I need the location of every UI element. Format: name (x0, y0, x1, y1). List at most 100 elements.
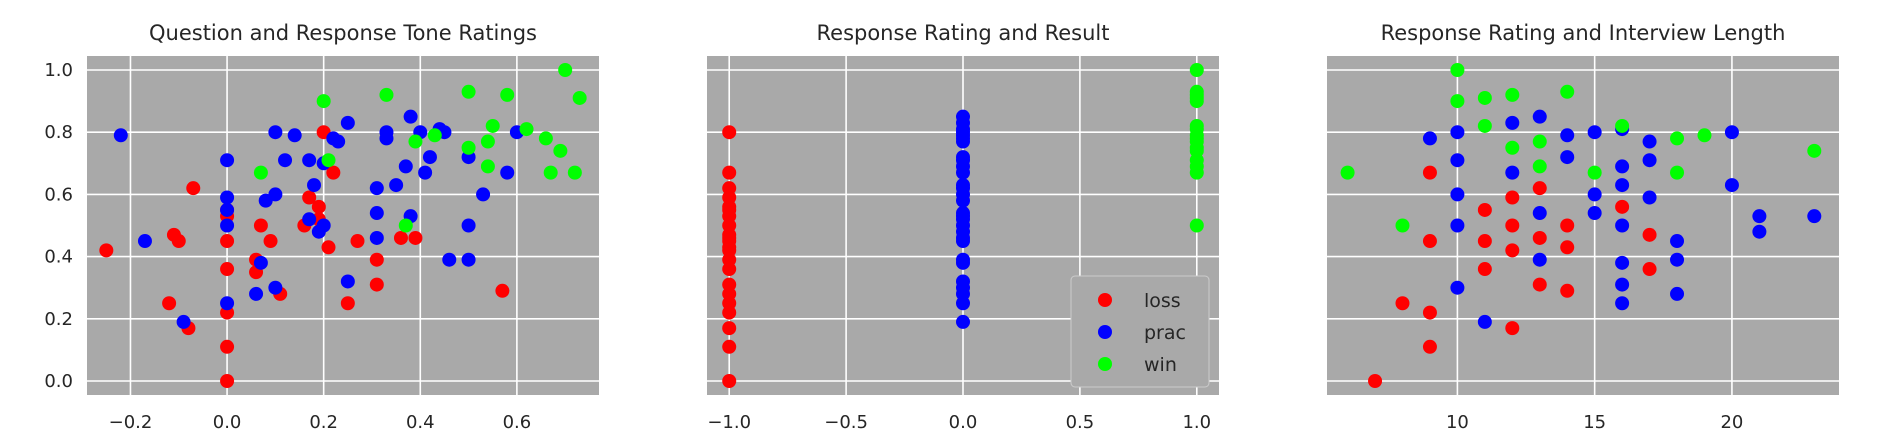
point-loss (302, 190, 317, 205)
point-prac (1615, 159, 1630, 174)
point-win (253, 165, 268, 180)
point-prac (249, 286, 264, 301)
plot-area (1327, 56, 1839, 395)
point-loss (722, 181, 737, 196)
point-loss (393, 230, 408, 245)
point-prac (369, 230, 384, 245)
point-loss (1560, 218, 1575, 233)
point-win (1560, 84, 1575, 99)
point-loss (171, 234, 186, 249)
point-prac (220, 190, 235, 205)
scatter-points (99, 62, 587, 389)
y-tick-label: 0.4 (44, 247, 73, 268)
point-loss (220, 374, 235, 389)
point-loss (495, 283, 510, 298)
point-prac (442, 252, 457, 267)
point-win (427, 128, 442, 143)
point-win (1532, 159, 1547, 174)
point-prac (1615, 218, 1630, 233)
x-tick-label: 1.0 (1182, 412, 1211, 433)
point-prac (1450, 125, 1465, 140)
point-prac (253, 255, 268, 270)
point-win (398, 218, 413, 233)
point-prac (1670, 286, 1685, 301)
point-prac (1587, 125, 1602, 140)
x-tick-label: 0.4 (406, 412, 435, 433)
point-prac (1532, 206, 1547, 221)
point-prac (1477, 314, 1492, 329)
point-prac (956, 109, 970, 124)
point-loss (186, 181, 201, 196)
point-win (1189, 118, 1204, 133)
point-win (1670, 131, 1685, 146)
point-loss (1615, 199, 1630, 214)
point-prac (302, 212, 317, 227)
point-loss (1477, 202, 1492, 217)
point-prac (1642, 190, 1657, 205)
point-prac (268, 280, 283, 295)
point-loss (722, 374, 737, 389)
point-loss (722, 339, 737, 354)
point-prac (1807, 209, 1822, 224)
point-loss (1532, 277, 1547, 292)
point-prac (137, 234, 152, 249)
point-win (1505, 87, 1520, 102)
point-prac (956, 206, 970, 221)
point-prac (1724, 125, 1739, 140)
point-win (1477, 90, 1492, 105)
point-win (485, 118, 500, 133)
point-win (553, 143, 568, 158)
point-loss (722, 165, 737, 180)
point-loss (369, 277, 384, 292)
point-win (1189, 218, 1204, 233)
point-win (572, 90, 587, 105)
point-win (379, 87, 394, 102)
chart-title: Question and Response Tone Ratings (149, 21, 537, 45)
point-win (461, 140, 476, 155)
point-prac (389, 178, 404, 193)
x-tick-label: 0.0 (213, 412, 242, 433)
point-prac (956, 150, 970, 165)
point-loss (1505, 321, 1520, 336)
point-win (316, 94, 331, 109)
point-win (1477, 118, 1492, 133)
point-win (480, 134, 495, 149)
point-win (408, 134, 423, 149)
point-prac (287, 128, 302, 143)
point-loss (1642, 227, 1657, 242)
point-win (1615, 118, 1630, 133)
point-prac (1752, 209, 1767, 224)
gridlines (1327, 56, 1839, 395)
x-tick-label: 0.0 (949, 412, 978, 433)
scatter-points (722, 62, 1204, 389)
legend: loss prac win (1070, 275, 1210, 388)
x-tick-label: 10 (1446, 412, 1469, 433)
point-win (1807, 143, 1822, 158)
legend-label-win: win (1144, 354, 1177, 376)
point-prac (1505, 115, 1520, 130)
point-loss (1505, 190, 1520, 205)
point-win (1450, 94, 1465, 109)
panel-tone-ratings: −0.2 0.0 0.2 0.4 0.6 0.0 0.2 0.4 0.6 0.8 1.0 Ques… (44, 21, 599, 433)
point-prac (1642, 134, 1657, 149)
point-prac (1670, 252, 1685, 267)
point-prac (956, 178, 970, 193)
point-loss (326, 165, 341, 180)
point-prac (379, 125, 394, 140)
point-prac (113, 128, 128, 143)
point-loss (220, 262, 235, 277)
point-prac (500, 165, 515, 180)
point-loss (1477, 234, 1492, 249)
point-prac (1615, 178, 1630, 193)
legend-label-loss: loss (1144, 290, 1181, 312)
point-prac (331, 134, 346, 149)
chart-title: Response Rating and Interview Length (1381, 21, 1786, 45)
point-prac (1724, 178, 1739, 193)
point-prac (369, 181, 384, 196)
point-loss (220, 339, 235, 354)
point-prac (461, 252, 476, 267)
point-prac (220, 218, 235, 233)
point-prac (268, 187, 283, 202)
point-loss (722, 321, 737, 336)
point-loss (1422, 339, 1437, 354)
